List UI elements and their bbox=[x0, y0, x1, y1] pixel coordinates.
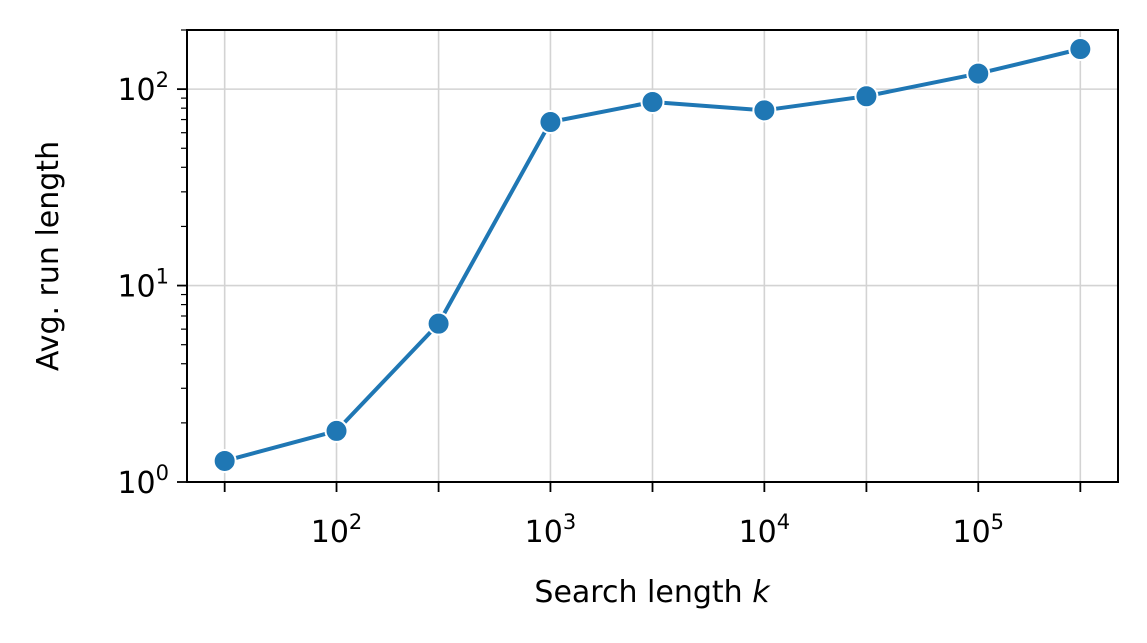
plot-frame bbox=[186, 29, 1119, 483]
data-point bbox=[212, 448, 237, 473]
y-tick-label: 101 bbox=[117, 265, 169, 305]
data-point bbox=[426, 311, 451, 336]
y-tick-label: 102 bbox=[117, 68, 169, 108]
data-point bbox=[854, 84, 879, 109]
data-point bbox=[640, 89, 665, 114]
series bbox=[212, 37, 1093, 473]
x-tick-label: 103 bbox=[525, 510, 577, 550]
axis-ticks bbox=[177, 29, 1082, 492]
x-tick-label: 102 bbox=[311, 510, 363, 550]
x-tick-label: 105 bbox=[952, 510, 1004, 550]
x-tick-label: 104 bbox=[739, 510, 791, 550]
x-axis-label-variable: k bbox=[752, 575, 771, 610]
x-axis-label-text: Search length bbox=[534, 575, 742, 610]
data-point bbox=[538, 110, 563, 135]
data-point bbox=[752, 98, 777, 123]
y-tick-label: 100 bbox=[117, 461, 169, 501]
axis-tick-labels: 102 103 104 105 100 101 102 bbox=[117, 68, 1004, 550]
y-axis-label: Avg. run length bbox=[31, 141, 66, 371]
data-point bbox=[324, 418, 349, 443]
data-point bbox=[1068, 37, 1093, 62]
x-axis-label: Search length k bbox=[534, 575, 771, 610]
data-point bbox=[966, 61, 991, 86]
